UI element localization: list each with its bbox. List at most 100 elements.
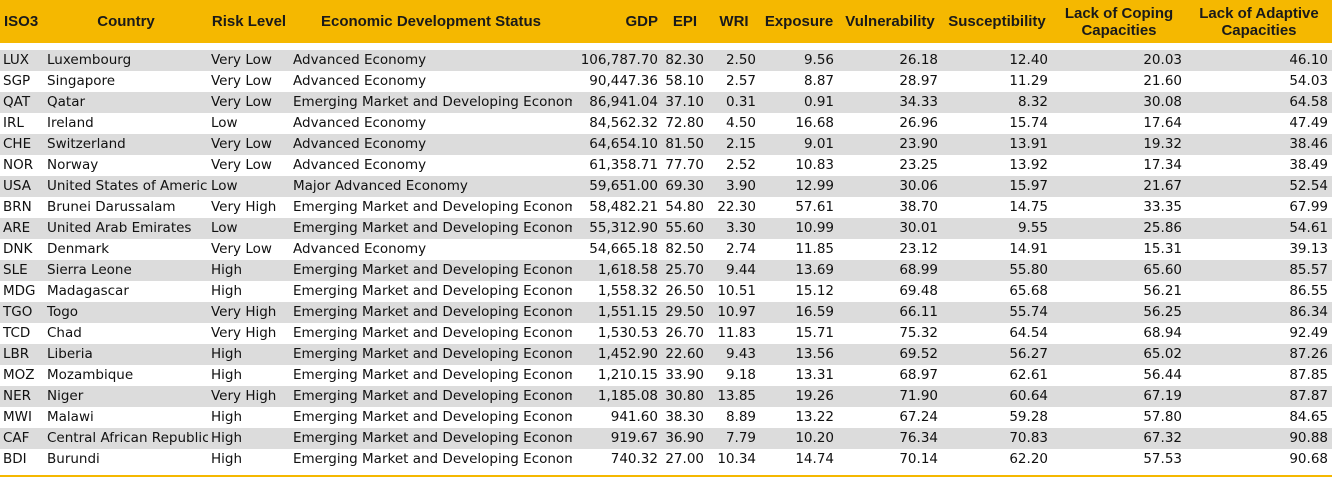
cell-wri: 8.89 bbox=[725, 409, 756, 425]
cell-wri: 10.97 bbox=[717, 304, 756, 320]
cell-vulnerability: 76.34 bbox=[899, 430, 938, 446]
column-header-risk-level: Risk Level bbox=[211, 13, 287, 30]
cell-coping: 19.32 bbox=[1143, 136, 1182, 152]
cell-economic-status: Emerging Market and Developing Economy bbox=[293, 262, 572, 278]
cell-coping: 21.60 bbox=[1143, 73, 1182, 89]
cell-exposure: 12.99 bbox=[795, 178, 834, 194]
cell-economic-status: Major Advanced Economy bbox=[293, 178, 468, 194]
header-spacer bbox=[0, 43, 1332, 50]
cell-wri: 2.15 bbox=[725, 136, 756, 152]
cell-gdp: 1,530.53 bbox=[597, 325, 658, 341]
cell-iso3: TCD bbox=[3, 325, 31, 341]
cell-susceptibility: 62.61 bbox=[1009, 367, 1048, 383]
cell-susceptibility: 62.20 bbox=[1009, 451, 1048, 467]
cell-iso3: MWI bbox=[3, 409, 32, 425]
table-row: IRL Ireland Low Advanced Economy 84,562.32 72… bbox=[0, 113, 1332, 134]
cell-iso3: NER bbox=[3, 388, 32, 404]
cell-susceptibility: 60.64 bbox=[1009, 388, 1048, 404]
cell-economic-status: Emerging Market and Developing Economy bbox=[293, 346, 572, 362]
cell-epi: 72.80 bbox=[665, 115, 704, 131]
cell-coping: 17.64 bbox=[1143, 115, 1182, 131]
cell-vulnerability: 70.14 bbox=[899, 451, 938, 467]
cell-risk-level: Very Low bbox=[211, 52, 272, 68]
cell-coping: 56.21 bbox=[1143, 283, 1182, 299]
cell-country: Luxembourg bbox=[47, 52, 132, 68]
cell-iso3: DNK bbox=[3, 241, 33, 257]
cell-gdp: 64,654.10 bbox=[589, 136, 658, 152]
cell-adaptive: 86.55 bbox=[1289, 283, 1328, 299]
cell-epi: 82.50 bbox=[665, 241, 704, 257]
cell-exposure: 19.26 bbox=[795, 388, 834, 404]
cell-vulnerability: 30.06 bbox=[899, 178, 938, 194]
cell-coping: 30.08 bbox=[1143, 94, 1182, 110]
cell-iso3: MDG bbox=[3, 283, 36, 299]
cell-vulnerability: 30.01 bbox=[899, 220, 938, 236]
cell-economic-status: Emerging Market and Developing Economy bbox=[293, 388, 572, 404]
cell-economic-status: Emerging Market and Developing Economy bbox=[293, 367, 572, 383]
cell-wri: 2.50 bbox=[725, 52, 756, 68]
cell-coping: 21.67 bbox=[1143, 178, 1182, 194]
column-header-country: Country bbox=[97, 13, 155, 30]
cell-wri: 10.34 bbox=[717, 451, 756, 467]
cell-country: Switzerland bbox=[47, 136, 126, 152]
cell-vulnerability: 75.32 bbox=[899, 325, 938, 341]
cell-epi: 38.30 bbox=[665, 409, 704, 425]
cell-wri: 0.31 bbox=[725, 94, 756, 110]
table-row: SGP Singapore Very Low Advanced Economy 90,4… bbox=[0, 71, 1332, 92]
cell-risk-level: Very Low bbox=[211, 241, 272, 257]
cell-epi: 81.50 bbox=[665, 136, 704, 152]
table-row: BRN Brunei Darussalam Very High Emerging Ma… bbox=[0, 197, 1332, 218]
cell-economic-status: Advanced Economy bbox=[293, 52, 427, 68]
cell-adaptive: 38.46 bbox=[1289, 136, 1328, 152]
cell-exposure: 16.68 bbox=[795, 115, 834, 131]
column-header-vulnerability: Vulnerability bbox=[845, 13, 935, 30]
cell-risk-level: High bbox=[211, 409, 243, 425]
cell-exposure: 13.31 bbox=[795, 367, 834, 383]
cell-economic-status: Emerging Market and Developing Economy bbox=[293, 325, 572, 341]
cell-economic-status: Emerging Market and Developing Economy bbox=[293, 430, 572, 446]
cell-iso3: MOZ bbox=[3, 367, 35, 383]
cell-risk-level: High bbox=[211, 346, 243, 362]
cell-adaptive: 92.49 bbox=[1289, 325, 1328, 341]
cell-gdp: 1,558.32 bbox=[597, 283, 658, 299]
cell-country: Chad bbox=[47, 325, 82, 341]
cell-coping: 68.94 bbox=[1143, 325, 1182, 341]
cell-epi: 82.30 bbox=[665, 52, 704, 68]
cell-economic-status: Emerging Market and Developing Economy bbox=[293, 409, 572, 425]
cell-gdp: 1,551.15 bbox=[597, 304, 658, 320]
cell-gdp: 54,665.18 bbox=[589, 241, 658, 257]
cell-country: United Arab Emirates bbox=[47, 220, 192, 236]
cell-epi: 29.50 bbox=[665, 304, 704, 320]
column-header-economic-status: Economic Development Status bbox=[320, 13, 542, 30]
cell-adaptive: 52.54 bbox=[1289, 178, 1328, 194]
cell-gdp: 1,185.08 bbox=[597, 388, 658, 404]
cell-risk-level: High bbox=[211, 262, 243, 278]
cell-coping: 57.80 bbox=[1143, 409, 1182, 425]
cell-wri: 11.83 bbox=[717, 325, 756, 341]
cell-gdp: 84,562.32 bbox=[589, 115, 658, 131]
cell-iso3: CHE bbox=[3, 136, 32, 152]
cell-adaptive: 87.26 bbox=[1289, 346, 1328, 362]
cell-epi: 22.60 bbox=[665, 346, 704, 362]
cell-exposure: 13.22 bbox=[795, 409, 834, 425]
table-row: USA United States of America Low Major Adva… bbox=[0, 176, 1332, 197]
cell-vulnerability: 67.24 bbox=[899, 409, 938, 425]
column-header-gdp: GDP bbox=[625, 13, 658, 30]
cell-vulnerability: 34.33 bbox=[899, 94, 938, 110]
cell-adaptive: 86.34 bbox=[1289, 304, 1328, 320]
cell-iso3: BRN bbox=[3, 199, 32, 215]
cell-vulnerability: 68.99 bbox=[899, 262, 938, 278]
cell-iso3: IRL bbox=[3, 115, 24, 131]
cell-risk-level: High bbox=[211, 283, 243, 299]
cell-iso3: SLE bbox=[3, 262, 28, 278]
table-row: LUX Luxembourg Very Low Advanced Economy 106… bbox=[0, 50, 1332, 71]
cell-risk-level: Very Low bbox=[211, 94, 272, 110]
cell-risk-level: Very High bbox=[211, 304, 277, 320]
cell-epi: 54.80 bbox=[665, 199, 704, 215]
cell-iso3: LUX bbox=[3, 52, 29, 68]
cell-adaptive: 39.13 bbox=[1289, 241, 1328, 257]
cell-iso3: BDI bbox=[3, 451, 27, 467]
column-header-exposure: Exposure bbox=[764, 13, 834, 30]
cell-exposure: 15.12 bbox=[795, 283, 834, 299]
